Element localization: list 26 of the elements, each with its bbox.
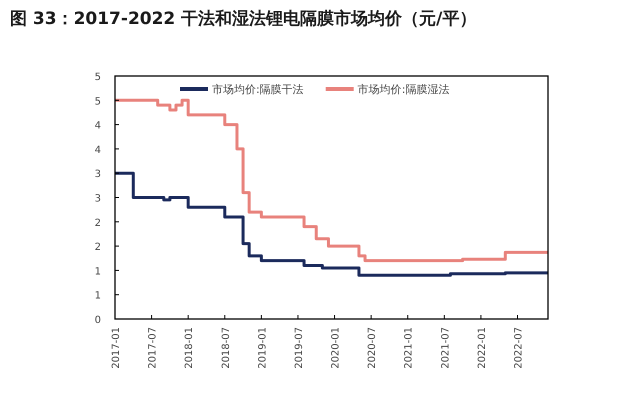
x-tick-label: 2018-07 bbox=[220, 327, 232, 369]
x-tick-label: 2021-01 bbox=[404, 327, 415, 369]
legend-label: 市场均价:隔膜干法 bbox=[212, 83, 304, 96]
y-tick-label: 2 bbox=[94, 218, 101, 229]
chart-title: 图 33：2017-2022 干法和湿法锂电隔膜市场均价（元/平） bbox=[10, 9, 476, 29]
y-tick-label: 5 bbox=[94, 72, 101, 83]
y-tick-label: 2 bbox=[94, 242, 101, 254]
y-tick-label: 1 bbox=[94, 290, 101, 302]
x-tick-label: 2017-07 bbox=[148, 327, 159, 369]
x-tick-label: 2019-07 bbox=[294, 327, 305, 369]
y-tick-label: 4 bbox=[94, 144, 101, 156]
legend-label: 市场均价:隔膜湿法 bbox=[358, 83, 450, 96]
x-tick-label: 2022-07 bbox=[514, 327, 525, 369]
x-tick-label: 2020-01 bbox=[330, 327, 342, 369]
y-tick-label: 3 bbox=[94, 194, 101, 204]
y-tick-label: 3 bbox=[94, 169, 101, 180]
y-tick-label: 1 bbox=[94, 266, 101, 278]
y-tick-label: 0 bbox=[94, 315, 101, 326]
x-tick-label: 2021-07 bbox=[440, 327, 452, 369]
x-tick-label: 2022-01 bbox=[476, 327, 488, 369]
x-tick-label: 2017-01 bbox=[111, 327, 122, 369]
x-tick-label: 2018-01 bbox=[184, 327, 196, 369]
y-tick-label: 5 bbox=[94, 96, 101, 108]
x-tick-label: 2020-07 bbox=[367, 327, 378, 369]
y-tick-label: 4 bbox=[94, 120, 101, 132]
x-tick-label: 2019-01 bbox=[257, 327, 268, 369]
